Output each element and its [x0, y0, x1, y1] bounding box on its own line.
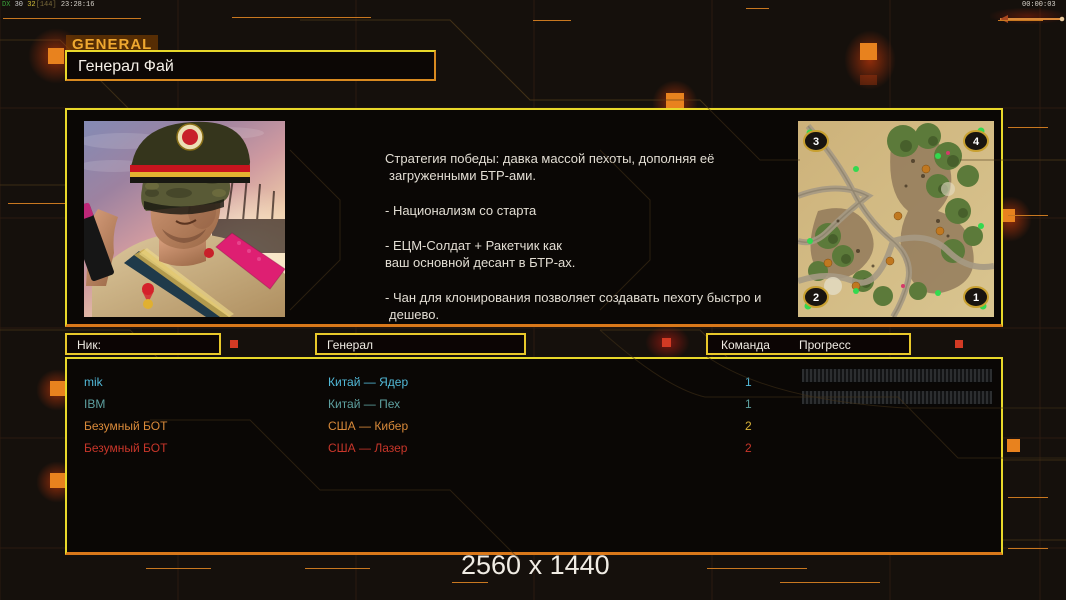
svg-text:1: 1	[973, 292, 979, 304]
svg-text:4: 4	[973, 136, 980, 148]
svg-text:3: 3	[813, 136, 819, 148]
svg-text:2: 2	[813, 292, 819, 304]
